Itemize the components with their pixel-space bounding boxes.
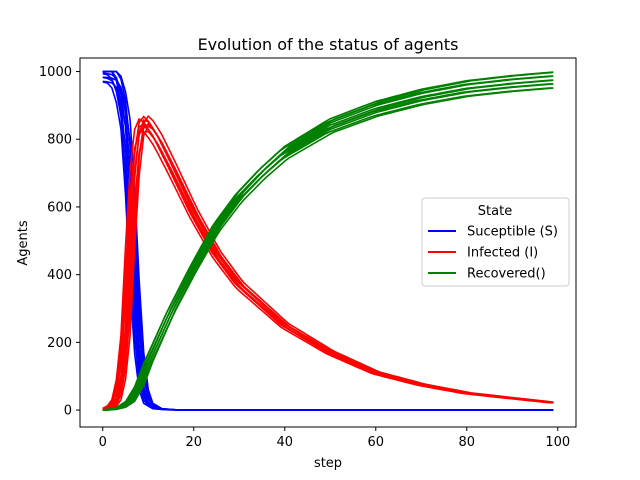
legend-entry-label: Suceptible (S) [467, 225, 558, 240]
suceptible-s-run-10 [102, 70, 554, 411]
x-axis-label: step [314, 456, 342, 471]
x-tick-label: 20 [185, 435, 202, 450]
y-tick-label: 400 [47, 268, 72, 283]
plot-frame [79, 57, 577, 428]
legend-box [421, 197, 570, 287]
y-tick-label: 0 [64, 404, 72, 419]
recovered-run-10 [102, 71, 554, 411]
legend-entry-label: Infected (I) [467, 246, 538, 261]
legend-entry-label: Recovered() [467, 267, 546, 282]
x-tick-label: 80 [459, 435, 476, 450]
y-tick-label: 800 [47, 133, 72, 148]
y-tick-label: 1000 [39, 65, 72, 80]
legend-title: State [478, 204, 512, 219]
x-tick-label: 40 [276, 435, 293, 450]
legend: State Suceptible (S) Infected (I) Recovered… [421, 197, 570, 287]
series-layer [102, 70, 554, 411]
x-tick-label: 0 [99, 435, 107, 450]
y-axis-label: Agents [16, 220, 31, 265]
x-tick-label: 100 [545, 435, 570, 450]
infected-i-run-10 [102, 124, 554, 410]
x-tick-label: 60 [368, 435, 385, 450]
y-tick-label: 200 [47, 336, 72, 351]
y-tick-label: 600 [47, 200, 72, 215]
chart-title: Evolution of the status of agents [198, 35, 459, 54]
recovered-run-7 [102, 75, 554, 411]
